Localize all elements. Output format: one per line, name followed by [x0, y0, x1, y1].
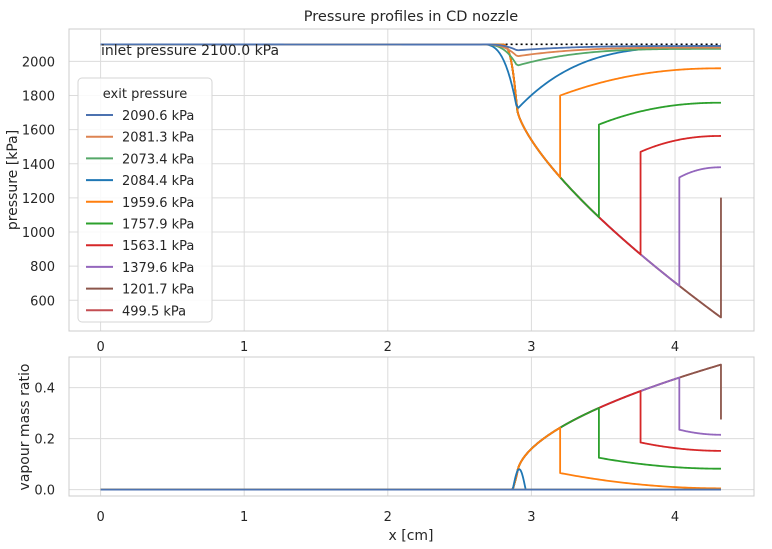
vapour-y-tick-label: 0.2	[34, 433, 55, 448]
vapour-y-tick-label: 0.4	[34, 382, 55, 397]
pressure-tick-labels: 0 1 2 3 4 600 800 1000 1200 1400 1600 1800 2000	[22, 55, 679, 355]
pressure-series	[100, 43, 722, 319]
chart-title: Pressure profiles in CD nozzle	[304, 9, 519, 25]
vapour-axes: 0 1 2 3 4 0.0 0.2 0.4 vapour mass ratio x [cm]	[17, 356, 755, 544]
pressure-y-tick-label: 1400	[22, 158, 55, 173]
vapour-x-tick-label: 2	[384, 510, 392, 525]
pressure-x-tick-label: 1	[240, 340, 248, 355]
legend-entry: 1757.9 kPa	[122, 218, 194, 233]
legend-entry: 2090.6 kPa	[122, 109, 194, 124]
legend-entry: 1959.6 kPa	[122, 196, 194, 211]
pressure-axes: 0 1 2 3 4 600 800 1000 1200 1400 1600 1800 2000 Pres…	[5, 9, 755, 355]
vapour-x-tick-label: 1	[240, 510, 248, 525]
pressure-x-tick-label: 4	[671, 340, 679, 355]
pressure-x-tick-label: 3	[527, 340, 535, 355]
vapour-series	[100, 363, 722, 491]
legend-entry: 1563.1 kPa	[122, 239, 194, 254]
legend-entry: 2084.4 kPa	[122, 174, 194, 189]
vapour-x-tick-label: 3	[527, 510, 535, 525]
legend-entry: 1201.7 kPa	[122, 283, 194, 298]
pressure-x-tick-label: 2	[384, 340, 392, 355]
pressure-y-axis-label: pressure [kPa]	[5, 130, 21, 230]
pressure-line-20906	[100, 43, 721, 52]
vapour-y-axis-label: vapour mass ratio	[17, 364, 33, 491]
vapour-y-tick-label: 0.0	[34, 484, 55, 499]
vapour-x-tick-label: 0	[96, 510, 104, 525]
legend-entry: 2081.3 kPa	[122, 131, 194, 146]
legend: exit pressure 2090.6 kPa 2081.3 kPa 2073.4 …	[77, 77, 213, 323]
legend-title: exit pressure	[103, 87, 187, 102]
pressure-x-tick-label: 0	[96, 340, 104, 355]
legend-entry: 2073.4 kPa	[122, 152, 194, 167]
pressure-y-tick-label: 2000	[22, 55, 55, 70]
pressure-y-tick-label: 1600	[22, 124, 55, 139]
vapour-x-tick-label: 4	[671, 510, 679, 525]
vapour-axes-frame	[68, 356, 755, 497]
inlet-pressure-annotation: inlet pressure 2100.0 kPa	[101, 43, 279, 59]
pressure-y-tick-label: 800	[30, 260, 55, 275]
pressure-y-tick-label: 1000	[22, 226, 55, 241]
vapour-tick-labels: 0 1 2 3 4 0.0 0.2 0.4	[34, 382, 679, 525]
pressure-y-tick-label: 600	[30, 294, 55, 309]
pressure-y-tick-label: 1800	[22, 90, 55, 105]
x-axis-label: x [cm]	[389, 528, 434, 544]
legend-entry: 499.5 kPa	[122, 304, 186, 319]
legend-box	[77, 77, 213, 323]
pressure-axes-frame	[68, 28, 755, 332]
legend-entry: 1379.6 kPa	[122, 261, 194, 276]
pressure-y-tick-label: 1200	[22, 192, 55, 207]
